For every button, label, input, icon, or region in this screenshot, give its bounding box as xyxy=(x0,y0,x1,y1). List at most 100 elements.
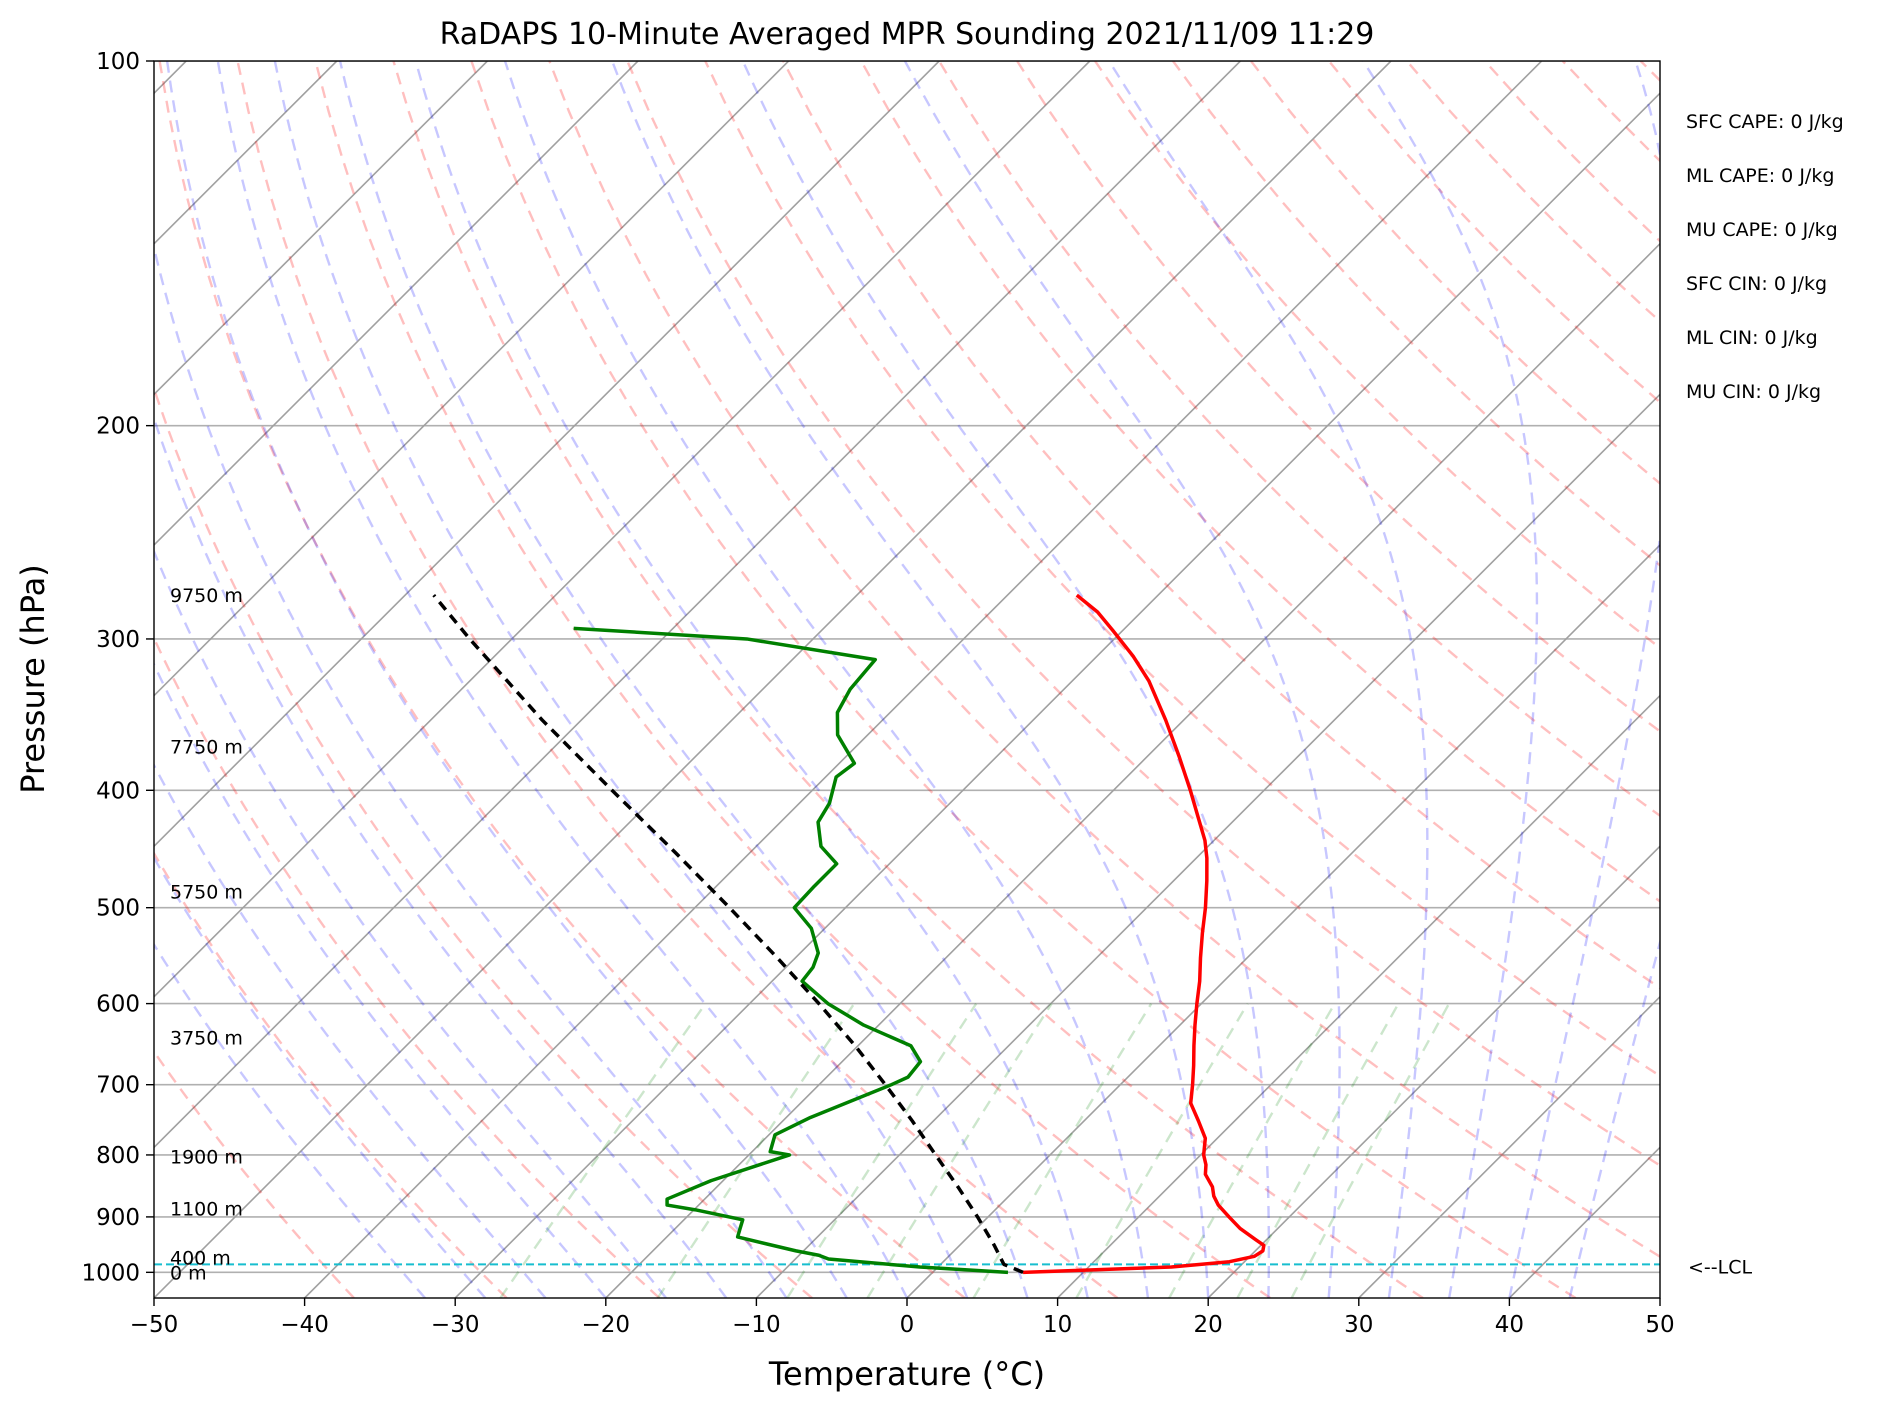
y-tick-label: 700 xyxy=(96,1073,140,1099)
stability-annotation: ML CIN: 0 J/kg xyxy=(1686,327,1818,349)
stability-annotation: SFC CAPE: 0 J/kg xyxy=(1686,111,1844,133)
moist-adiabat-line xyxy=(611,61,1210,1298)
moist-adiabat-line xyxy=(216,61,909,1298)
stability-annotation: SFC CIN: 0 J/kg xyxy=(1686,273,1827,295)
y-tick-label: 600 xyxy=(96,992,140,1018)
height-label: 5750 m xyxy=(170,882,243,904)
moist-adiabat-line xyxy=(1108,61,1429,1298)
dewpoint-profile xyxy=(573,626,1009,1275)
x-tick-label: 20 xyxy=(1194,1312,1223,1338)
dry-adiabat-line xyxy=(548,61,1660,1259)
y-tick-label: 800 xyxy=(96,1143,140,1169)
reference-lines xyxy=(154,61,1660,1298)
dry-adiabat-line xyxy=(860,61,1660,903)
dry-adiabat-line xyxy=(392,61,1424,1298)
moist-adiabat-line xyxy=(154,414,728,1298)
y-tick-label: 900 xyxy=(96,1205,140,1231)
x-tick-label: −20 xyxy=(582,1312,631,1338)
x-tick-label: 50 xyxy=(1645,1312,1674,1338)
dry-adiabat-line xyxy=(236,61,1119,1298)
dry-adiabat-line xyxy=(704,61,1660,1078)
x-tick-label: −40 xyxy=(280,1312,329,1338)
mixing-ratio-line xyxy=(1075,1002,1249,1298)
dry-adiabat-line xyxy=(938,61,1660,818)
mixing-ratio-line xyxy=(1168,1003,1336,1298)
axes: <--LCL −50 −40 −30 −20 −10 0 10 20 30 40 50 100 200 30… xyxy=(81,49,1752,1338)
dry-adiabat-line xyxy=(782,61,1660,990)
height-label: 7750 m xyxy=(170,736,243,758)
y-axis-label: Pressure (hPa) xyxy=(14,564,52,794)
parcel-profile xyxy=(432,593,1024,1274)
height-label: 1100 m xyxy=(170,1199,243,1221)
height-label: 0 m xyxy=(170,1262,207,1284)
isotherm-line xyxy=(906,543,1660,1298)
isotherm-line xyxy=(154,61,639,547)
x-tick-label: −10 xyxy=(732,1312,781,1338)
y-tick-label: 1000 xyxy=(81,1260,140,1286)
x-tick-label: −30 xyxy=(431,1312,480,1338)
mixing-ratio-line xyxy=(1236,1003,1400,1298)
height-label: 1900 m xyxy=(170,1146,243,1168)
height-label: 400 m xyxy=(170,1247,231,1269)
moist-adiabat-line xyxy=(165,61,848,1298)
mixing-ratio-line xyxy=(786,1002,978,1298)
y-tick-label: 400 xyxy=(96,778,140,804)
stability-annotation: MU CIN: 0 J/kg xyxy=(1686,381,1821,403)
moist-adiabat-line xyxy=(414,61,1089,1298)
temperature-profile xyxy=(1022,593,1266,1275)
y-tick-label: 100 xyxy=(96,49,140,75)
moist-adiabat-line xyxy=(338,61,1029,1298)
x-tick-label: 10 xyxy=(1043,1312,1072,1338)
dry-adiabat-line xyxy=(154,384,813,1298)
stability-annotations: SFC CAPE: 0 J/kg ML CAPE: 0 J/kg MU CAPE: … xyxy=(1686,111,1844,403)
x-tick-label: 0 xyxy=(900,1312,915,1338)
moist-adiabat-line xyxy=(154,855,487,1298)
isotherm-line xyxy=(1057,694,1660,1298)
mixing-ratio-line xyxy=(656,1002,856,1298)
moist-adiabat-line xyxy=(154,548,667,1298)
dry-adiabat-line xyxy=(314,61,1271,1298)
x-tick-label: 40 xyxy=(1495,1312,1524,1338)
x-axis-label: Temperature (°C) xyxy=(768,1355,1045,1393)
moist-adiabat-line xyxy=(903,61,1341,1298)
moist-adiabat-line xyxy=(503,61,1150,1298)
stability-annotation: ML CAPE: 0 J/kg xyxy=(1686,165,1834,187)
isotherm-line xyxy=(605,242,1660,1298)
height-label: 3750 m xyxy=(170,1028,243,1050)
y-tick-label: 300 xyxy=(96,627,140,653)
isotherm-line xyxy=(154,61,790,697)
moist-adiabat-line xyxy=(154,661,607,1298)
isotherm-line xyxy=(154,61,1241,1149)
mixing-ratio-line xyxy=(866,1002,1053,1298)
isotherm-line xyxy=(1358,995,1660,1298)
mixing-ratio-line xyxy=(1290,1003,1451,1298)
dry-adiabat-line xyxy=(470,61,1577,1298)
y-tick-label: 500 xyxy=(96,896,140,922)
moist-adiabat-line xyxy=(1508,61,1660,1298)
isotherm-line xyxy=(454,92,1660,1298)
dry-adiabat-line xyxy=(158,61,966,1298)
stability-annotation: MU CAPE: 0 J/kg xyxy=(1686,219,1838,241)
dry-adiabat-line xyxy=(154,635,661,1298)
y-tick-label: 200 xyxy=(96,414,140,440)
isotherm-line xyxy=(154,61,488,396)
mixing-ratio-line xyxy=(499,1002,707,1298)
dry-adiabat-line xyxy=(626,61,1660,1167)
isotherm-line xyxy=(1207,845,1660,1298)
moist-adiabat-line xyxy=(741,61,1271,1298)
isotherm-line xyxy=(154,61,1091,998)
moist-adiabat-line xyxy=(1362,61,1539,1298)
height-label: 9750 m xyxy=(170,585,243,607)
sounding-profiles xyxy=(432,593,1266,1275)
isotherm-line xyxy=(304,61,1543,1298)
isotherm-line xyxy=(154,61,940,848)
x-tick-label: −50 xyxy=(130,1312,179,1338)
moist-adiabat-line xyxy=(154,762,547,1298)
moist-adiabat-line xyxy=(154,242,788,1298)
x-tick-label: 30 xyxy=(1344,1312,1373,1338)
dry-adiabat-line xyxy=(1016,61,1660,733)
moist-adiabat-line xyxy=(1568,937,1660,1298)
